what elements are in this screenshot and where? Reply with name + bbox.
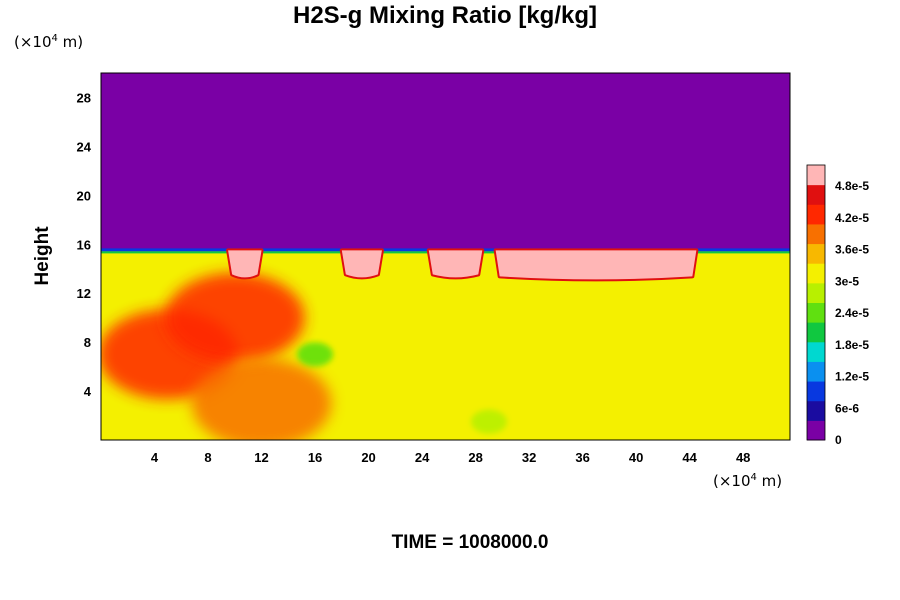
x-tick-label: 48 [736,450,750,465]
field-orange-patch [164,272,305,363]
x-tick-label: 8 [204,450,211,465]
x-tick-label: 40 [629,450,643,465]
colorbar-segment [807,184,825,205]
y-tick-label: 4 [84,384,92,399]
x-unit-suffix: m) [756,472,783,490]
y-tick-label: 20 [77,188,91,203]
x-tick-label: 32 [522,450,536,465]
field-high-value-region [228,250,262,278]
x-tick-label: 12 [254,450,268,465]
colorbar-segment [807,282,825,303]
field-high-value-region [428,250,483,278]
x-tick-label: 36 [575,450,589,465]
y-axis: 4 8 12 16 20 24 28 [77,90,92,399]
y-unit-prefix: (×10 [14,33,52,51]
plot-area [101,73,790,440]
field-high-value-region [495,250,697,280]
chart-title: H2S-g Mixing Ratio [kg/kg] [292,2,597,29]
y-tick-label: 28 [77,90,91,105]
y-unit-exponent: 4 [51,33,58,44]
field-upper-layer [101,73,790,251]
colorbar-segment [807,263,825,284]
time-label: TIME = 1008000.0 [391,532,549,553]
x-axis: 4 8 12 16 20 24 28 32 36 40 44 48 [151,450,751,465]
x-axis-unit: (×104 m) [713,472,782,490]
field-green-patch [470,409,507,434]
colorbar-segment [807,322,825,343]
colorbar-tick-label: 4.8e-5 [835,179,869,193]
colorbar-segment [807,223,825,245]
x-tick-label: 16 [308,450,322,465]
colorbar-segment [807,302,825,323]
field-high-value-region [341,250,382,278]
colorbar-segment [807,361,825,382]
y-tick-label: 8 [84,335,91,350]
field-orange-patch [191,358,332,440]
x-tick-label: 24 [415,450,430,465]
colorbar-segment [807,165,825,186]
y-tick-label: 24 [77,139,92,154]
colorbar-tick-label: 6e-6 [835,401,859,415]
colorbar-tick-label: 1.2e-5 [835,370,869,384]
y-unit-suffix: m) [57,33,84,51]
x-unit-exponent: 4 [750,472,757,483]
y-axis-unit: (×104 m) [14,33,83,51]
x-tick-label: 44 [682,450,697,465]
colorbar-segment [807,381,825,402]
colorbar-segment [807,243,825,264]
colorbar: 0 6e-6 1.2e-5 1.8e-5 2.4e-5 3e-5 3.6e-5 4.2e-5 4… [806,164,869,447]
plot-frame [100,72,791,441]
colorbar-tick-label: 1.8e-5 [835,338,869,352]
colorbar-tick-label: 4.2e-5 [835,211,869,225]
colorbar-frame [806,164,826,441]
colorbar-segment [807,420,825,441]
colorbar-segment [807,400,825,421]
colorbar-tick-label: 2.4e-5 [835,306,869,320]
colorbar-segment [807,341,825,362]
colorbar-tick-label: 3e-5 [835,274,859,288]
colorbar-tick-label: 3.6e-5 [835,243,869,257]
colorbar-tick-label: 0 [835,433,842,447]
field-green-patch [297,342,334,367]
x-tick-label: 4 [151,450,159,465]
x-unit-prefix: (×10 [713,472,751,490]
y-tick-label: 12 [77,286,91,301]
x-tick-label: 28 [468,450,482,465]
y-tick-label: 16 [77,237,91,252]
x-tick-label: 20 [361,450,375,465]
colorbar-segment [807,204,825,225]
